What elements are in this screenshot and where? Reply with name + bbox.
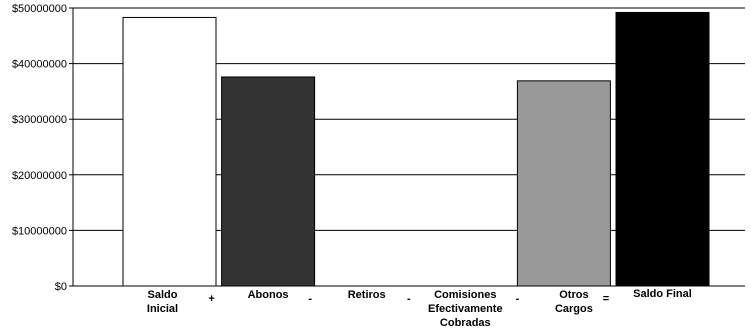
- y-tick-label: $50000000: [12, 3, 67, 15]
- x-category-label: Efectivamente: [428, 303, 503, 315]
- bar: [221, 76, 316, 287]
- x-category-label: Saldo: [148, 289, 178, 301]
- bars: [122, 11, 710, 287]
- x-category-label: Saldo Final: [633, 288, 692, 300]
- axes: [69, 7, 745, 287]
- operator-label: =: [603, 293, 609, 305]
- x-category-label: Cargos: [555, 303, 593, 315]
- y-tick-label: $0: [55, 281, 67, 293]
- bar: [615, 11, 710, 287]
- operator-label: -: [308, 293, 312, 305]
- operator-labels: + - - - =: [208, 293, 609, 305]
- x-category-label: Retiros: [348, 289, 386, 301]
- x-category-label: Abonos: [248, 289, 289, 301]
- y-tick-label: $20000000: [12, 170, 67, 182]
- y-tick-label: $10000000: [12, 225, 67, 237]
- operator-label: -: [407, 293, 411, 305]
- bar: [516, 80, 611, 287]
- x-category-label: Cobradas: [440, 317, 491, 329]
- bar: [122, 16, 217, 287]
- operator-label: -: [516, 293, 520, 305]
- y-tick-label: $40000000: [12, 59, 67, 71]
- x-axis-category-labels: Saldo Inicial Abonos Retiros Comisiones Efect…: [147, 288, 692, 329]
- x-category-label: Otros: [559, 289, 588, 301]
- x-category-label: Inicial: [147, 303, 178, 315]
- y-axis-tick-labels: $0 $10000000 $20000000 $30000000 $40000000 $5…: [12, 3, 67, 293]
- operator-label: +: [208, 293, 214, 305]
- y-tick-label: $30000000: [12, 114, 67, 126]
- x-category-label: Comisiones: [434, 289, 496, 301]
